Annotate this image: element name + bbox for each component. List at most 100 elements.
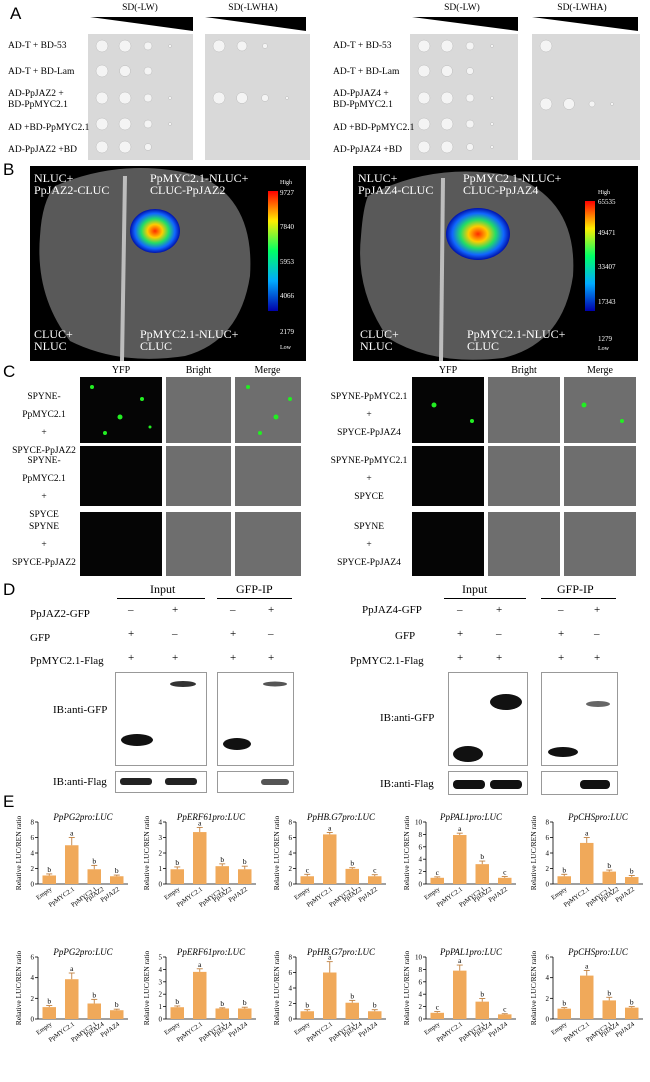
chart-title: PpPG2pro:LUC [52, 947, 113, 957]
input-rule [444, 598, 526, 599]
bright-image [166, 446, 231, 506]
merge-image [235, 512, 301, 576]
y-axis-label: Relative LUC/REN ratio [14, 950, 23, 1025]
significance-letter: b [350, 859, 354, 868]
bar [475, 1001, 489, 1019]
y-tick-label: 0 [31, 1016, 35, 1024]
significance-letter: b [243, 998, 247, 1007]
yeast-plate-right-lwha [532, 34, 640, 160]
scale-label: High [598, 190, 610, 196]
col-bright-left: Bright [185, 365, 212, 376]
significance-letter: b [562, 865, 566, 874]
bar [453, 835, 467, 884]
label-myc-cluc-left: PpMYC2.1-NLUC+ CLUC [140, 327, 239, 353]
col-yfp-right: YFP [438, 365, 458, 376]
leaf-right [360, 171, 595, 361]
scale-label: 33407 [598, 263, 616, 271]
bar [323, 972, 337, 1019]
y-axis-label: Relative LUC/REN ratio [402, 815, 411, 890]
sign: + [268, 652, 275, 664]
y-tick-label: 0 [31, 881, 35, 889]
y-axis-label: Relative LUC/REN ratio [142, 950, 151, 1025]
row-label: AD-PpJAZ2 +BD [8, 145, 77, 155]
merge-image [564, 512, 636, 576]
merge-image [235, 446, 301, 506]
significance-letter: c [503, 1005, 507, 1014]
row-label-c: SPYNE + SPYCE-PpJAZ2 [12, 522, 76, 569]
significance-letter: b [92, 856, 96, 865]
bar [368, 1011, 382, 1019]
sign: + [496, 652, 503, 664]
significance-letter: b [220, 999, 224, 1008]
western-blot-flag-ip-left [217, 771, 294, 793]
y-tick-label: 5 [159, 954, 163, 962]
bar [580, 842, 594, 884]
bar [215, 866, 229, 884]
gfpip-rule [541, 598, 616, 599]
y-tick-label: 2 [31, 995, 35, 1003]
bar [42, 875, 56, 884]
yeast-spots-right-lw [417, 39, 494, 154]
panel-label-d: D [3, 580, 16, 599]
y-tick-label: 6 [546, 954, 550, 962]
y-tick-label: 3 [159, 834, 163, 842]
scale-label: 49471 [598, 229, 616, 237]
merge-image [235, 377, 301, 443]
row-gfp-right: GFP [395, 630, 416, 642]
significance-letter: a [585, 829, 589, 838]
bar [110, 876, 124, 884]
x-tick-label: Empty [550, 1020, 569, 1036]
y-tick-label: 2 [159, 991, 163, 999]
input-header-left: Input [150, 582, 176, 596]
ib-anti-flag-left: IB:anti-Flag [53, 776, 107, 788]
bar-chart-4: PpPAL1pro:LUC Relative LUC/REN ratio 0 2 4 6 8… [402, 812, 516, 909]
significance-letter: c [436, 1003, 440, 1012]
chart-title: PpPAL1pro:LUC [439, 947, 503, 957]
significance-letter: b [220, 855, 224, 864]
y-tick-label: 6 [289, 834, 293, 842]
bar-chart-10: PpCHSpro:LUC Relative LUC/REN ratio 0 2 4 6 b E… [529, 947, 643, 1044]
x-tick-label: Empty [293, 1020, 312, 1036]
sign: – [558, 604, 564, 616]
y-tick-label: 6 [289, 969, 293, 977]
sign: + [172, 652, 179, 664]
bar [193, 971, 207, 1019]
bar [300, 876, 314, 884]
panel-label-b: B [3, 160, 15, 179]
y-tick-label: 2 [546, 865, 550, 873]
scale-label: 9727 [280, 189, 294, 197]
label-cluc-nluc-left: CLUC+ NLUC [34, 327, 73, 353]
y-axis-label: Relative LUC/REN ratio [14, 815, 23, 890]
y-tick-label: 3 [159, 978, 163, 986]
significance-letter: a [70, 964, 74, 973]
yeast-spots-left-lw [95, 39, 172, 154]
significance-letter: c [373, 866, 377, 875]
row-jaz2-gfp: PpJAZ2-GFP [30, 608, 90, 620]
significance-letter: c [306, 865, 310, 874]
bar [453, 970, 467, 1019]
label-cluc-nluc-right: CLUC+ NLUC [360, 327, 399, 353]
bar [345, 868, 359, 884]
x-tick-label: Empty [35, 1020, 54, 1036]
bar [625, 1007, 639, 1019]
sign: + [594, 604, 601, 616]
header-sd-lw-right: SD(-LW) [444, 3, 480, 13]
sign: + [558, 652, 565, 664]
y-tick-label: 10 [415, 954, 423, 962]
sign: – [594, 628, 600, 640]
col-merge-right: Merge [587, 365, 613, 376]
western-blot-flag-input-left [115, 771, 207, 793]
y-tick-label: 2 [289, 865, 293, 873]
y-tick-label: 0 [419, 1016, 423, 1024]
significance-letter: a [198, 818, 202, 827]
panel-label-a: A [10, 4, 22, 23]
significance-letter: b [92, 990, 96, 999]
y-tick-label: 6 [31, 954, 35, 962]
bar [602, 1000, 616, 1019]
bar [557, 876, 571, 884]
ib-anti-gfp-left: IB:anti-GFP [53, 704, 108, 716]
significance-letter: b [243, 857, 247, 866]
sign: + [230, 652, 237, 664]
yfp-image [412, 377, 484, 443]
sign: + [128, 628, 135, 640]
